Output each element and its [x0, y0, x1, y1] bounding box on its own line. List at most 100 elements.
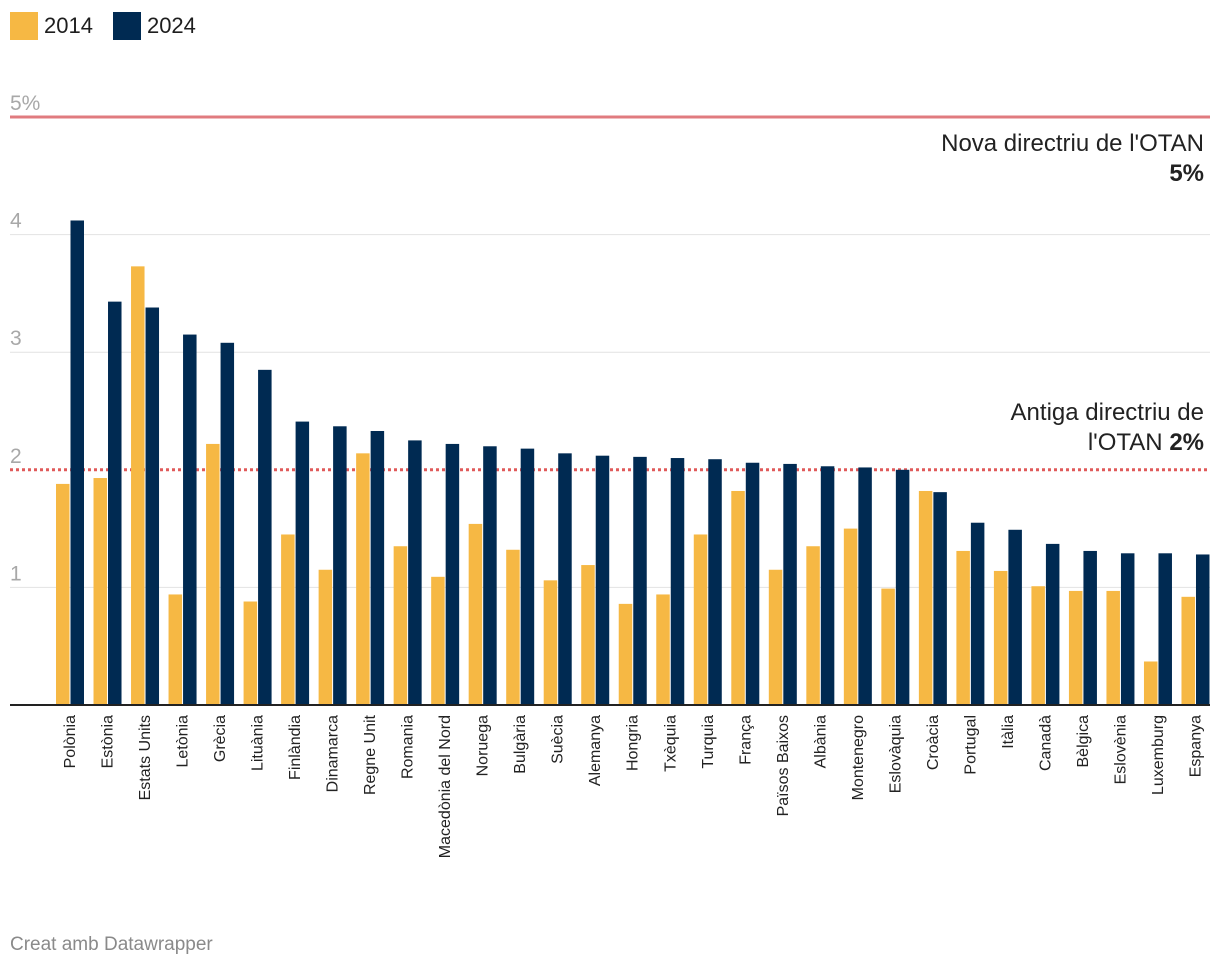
bar-2024-19 [745, 462, 760, 705]
bar-2024-21 [820, 466, 835, 705]
bar-2014-17 [656, 594, 670, 705]
legend-item-2014: 2014 [10, 12, 93, 40]
bar-2024-18 [708, 459, 722, 705]
bar-2014-7 [281, 534, 295, 705]
x-tick-label-7: Finlàndia [287, 715, 304, 780]
bar-2024-25 [970, 522, 985, 705]
x-tick-label-5: Grècia [212, 715, 229, 762]
x-tick-label-6: Lituània [250, 715, 267, 771]
x-tick-label-10: Romania [400, 715, 417, 779]
bar-2014-1 [56, 483, 70, 705]
bar-2014-11 [431, 576, 445, 705]
bar-2014-5 [206, 443, 220, 705]
old-guideline-annotation: Antiga directriu de l'OTAN 2% [1011, 398, 1204, 458]
x-tick-label-28: Bèlgica [1075, 715, 1092, 768]
y-tick-label-2: 2 [10, 445, 22, 468]
y-tick-label-5: 5% [10, 92, 40, 115]
x-tick-label-12: Noruega [475, 715, 492, 776]
bar-2014-3 [131, 266, 145, 705]
bar-2024-12 [483, 446, 497, 705]
bar-2024-17 [670, 458, 685, 705]
bar-2014-22 [843, 528, 858, 705]
new-guideline-value: 5% [1169, 160, 1204, 187]
bar-2024-8 [333, 426, 347, 705]
bar-2014-25 [956, 550, 970, 705]
bar-2024-10 [408, 440, 422, 705]
bar-2014-28 [1068, 590, 1083, 705]
bar-2024-2 [108, 301, 122, 705]
legend-label-2024: 2024 [146, 13, 196, 38]
bar-2024-29 [1120, 553, 1135, 705]
bar-2014-13 [506, 549, 520, 705]
x-tick-label-17: Txèquia [662, 715, 679, 772]
bar-2024-24 [933, 492, 947, 705]
bar-2014-14 [543, 580, 558, 705]
bar-2024-31 [1195, 554, 1210, 705]
bar-2014-9 [356, 453, 370, 705]
bar-2024-20 [783, 463, 797, 705]
x-tick-label-1: Polònia [62, 715, 79, 768]
x-tick-label-29: Eslovènia [1112, 715, 1129, 784]
bar-2014-2 [93, 478, 108, 705]
bar-2024-15 [595, 455, 610, 705]
x-tick-label-26: Itàlia [1000, 715, 1017, 749]
bar-2024-9 [370, 430, 385, 705]
x-tick-label-13: Bulgària [512, 715, 529, 774]
x-tick-label-3: Estats Units [137, 715, 154, 800]
bar-2014-24 [918, 490, 933, 705]
bar-2024-4 [183, 334, 197, 705]
bar-2014-19 [731, 490, 745, 705]
bar-2024-3 [145, 307, 160, 705]
bar-2024-13 [520, 448, 535, 705]
bar-2014-30 [1143, 661, 1158, 705]
old-guideline-text-line1: Antiga directriu de [1010, 399, 1204, 426]
x-tick-label-23: Eslovàquia [887, 715, 904, 793]
bar-2014-8 [318, 569, 333, 705]
x-tick-label-31: Espanya [1187, 715, 1204, 777]
x-tick-label-22: Montenegro [850, 715, 867, 800]
bar-chart: 1 2 3 4 5% Polònia Estònia Estats Units Letònia G… [10, 92, 1210, 858]
x-tick-label-8: Dinamarca [325, 715, 342, 792]
x-tick-label-27: Canadà [1037, 715, 1054, 771]
bar-2014-18 [693, 534, 708, 705]
x-tick-label-4: Letònia [175, 715, 192, 768]
x-tick-label-18: Turquia [700, 715, 717, 769]
legend: 2014 2024 [10, 12, 216, 40]
x-tick-label-24: Croàcia [925, 715, 942, 770]
bar-2024-28 [1083, 550, 1097, 705]
x-tick-label-2: Estònia [100, 715, 117, 768]
bar-2024-7 [295, 421, 310, 705]
bar-2024-22 [858, 467, 872, 705]
old-guideline-text-line2: l'OTAN [1087, 429, 1163, 456]
bar-2014-26 [993, 570, 1008, 705]
bar-2024-6 [258, 369, 272, 705]
bar-2014-29 [1106, 590, 1120, 705]
x-tick-label-9: Regne Unit [362, 714, 379, 795]
y-tick-label-3: 3 [10, 327, 22, 350]
bar-2014-16 [618, 603, 633, 705]
bar-2014-10 [393, 546, 408, 705]
x-tick-label-20: Països Baixos [775, 715, 792, 816]
legend-swatch-2024 [112, 12, 141, 40]
bar-2014-12 [468, 523, 483, 705]
bar-2024-26 [1008, 529, 1022, 705]
new-guideline-annotation: Nova directriu de l'OTAN 5% [941, 129, 1204, 189]
x-tick-label-30: Luxemburg [1150, 715, 1167, 795]
bar-2014-6 [243, 601, 258, 705]
bar-2024-14 [558, 453, 572, 705]
bar-2014-31 [1181, 596, 1195, 705]
credit-text: Creat amb Datawrapper [10, 934, 213, 955]
x-tick-label-21: Albània [812, 715, 829, 768]
bar-2014-4 [168, 594, 183, 705]
bar-2024-27 [1045, 543, 1060, 705]
legend-swatch-2014 [10, 12, 38, 40]
y-tick-label-4: 4 [10, 210, 22, 233]
x-tick-label-14: Suècia [550, 715, 567, 764]
x-tick-label-15: Alemanya [587, 715, 604, 786]
x-tick-label-19: França [737, 715, 754, 765]
x-tick-label-11: Macedònia del Nord [437, 715, 454, 858]
bar-2024-5 [220, 342, 235, 705]
bar-2014-23 [881, 588, 895, 705]
bar-2024-30 [1158, 553, 1172, 705]
bar-2024-16 [633, 456, 647, 705]
